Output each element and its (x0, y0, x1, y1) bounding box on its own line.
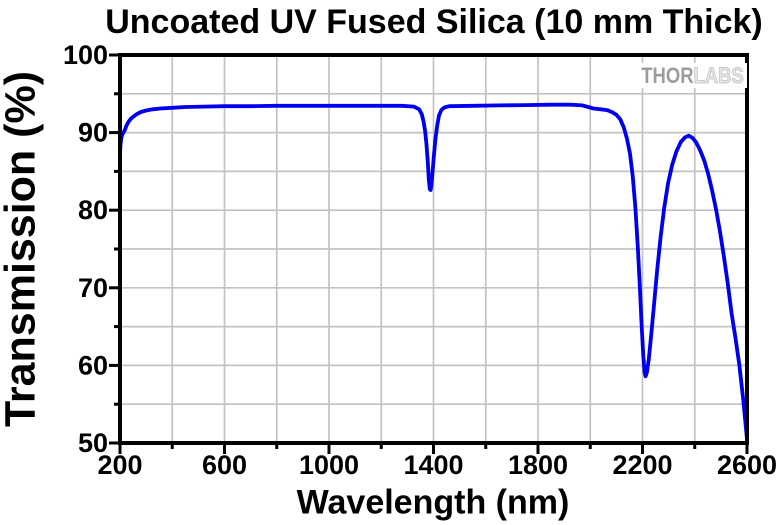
x-tick-label: 1800 (508, 450, 568, 480)
y-axis-title: Transmission (%) (0, 70, 45, 428)
x-tick-labels: 200 600 1000 1400 1800 2200 2600 (97, 450, 777, 480)
x-tick-label: 2200 (612, 450, 672, 480)
y-tick-label: 90 (78, 118, 108, 148)
x-tick-label: 1400 (403, 450, 463, 480)
watermark-thor-text: THOR (640, 63, 694, 88)
axis-ticks (109, 53, 749, 454)
thorlabs-watermark: THORLABS (637, 63, 747, 89)
y-tick-label: 70 (78, 273, 108, 303)
x-tick-label: 200 (97, 450, 142, 480)
x-tick-label: 2600 (717, 450, 777, 480)
gridlines (120, 55, 747, 443)
y-tick-labels: 50 60 70 80 90 100 (63, 40, 108, 458)
y-tick-label: 80 (78, 195, 108, 225)
x-tick-label: 600 (202, 450, 247, 480)
x-axis-title: Wavelength (nm) (296, 483, 570, 522)
chart-title: Uncoated UV Fused Silica (10 mm Thick) (105, 3, 763, 41)
y-tick-label: 50 (78, 428, 108, 458)
transmission-curve (118, 102, 749, 442)
x-tick-label: 1000 (299, 450, 359, 480)
y-tick-label: 60 (78, 350, 108, 380)
plot-frame (118, 53, 749, 445)
watermark-labs-text: LABS (693, 63, 744, 88)
y-tick-label: 100 (63, 40, 108, 70)
